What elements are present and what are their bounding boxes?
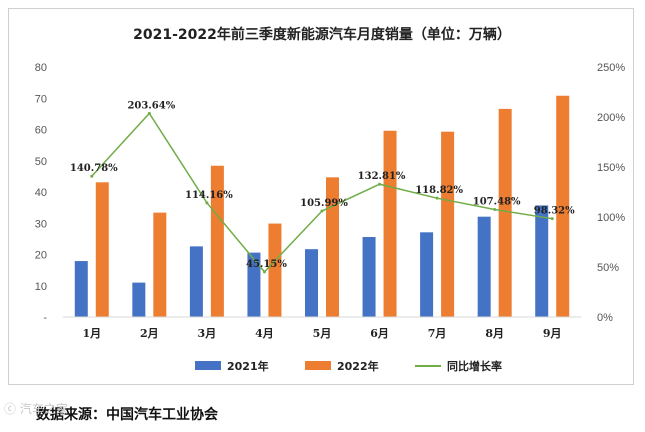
bar-2021 [247, 252, 261, 317]
growth-rate-point [262, 270, 266, 274]
growth-rate-label: 118.82% [415, 185, 463, 196]
growth-rate-label: 114.16% [185, 190, 233, 201]
growth-rate-point [90, 174, 94, 178]
y-tick-label: 50 [35, 156, 47, 168]
y-tick-label: 40 [35, 187, 47, 199]
bar-2021 [362, 237, 376, 317]
bar-2022 [153, 212, 167, 317]
growth-rate-point [147, 111, 151, 115]
watermark-icon: ⓒ [4, 402, 17, 416]
legend-2022-label: 2022年 [337, 359, 379, 373]
y-tick-label: - [43, 312, 47, 324]
y2-tick-label: 50% [597, 262, 619, 274]
data-source-note: 数据来源：中国汽车工业协会 [36, 407, 218, 423]
y-tick-label: 30 [35, 218, 47, 230]
x-tick-label: 3月 [198, 327, 217, 340]
x-tick-label: 7月 [428, 327, 447, 340]
x-tick-label: 9月 [543, 327, 562, 340]
watermark: ⓒ 汽车之家 [4, 400, 68, 417]
growth-rate-point [550, 217, 554, 221]
y-tick-label: 20 [35, 250, 47, 262]
bar-2022 [326, 177, 339, 317]
bar-2021 [74, 261, 88, 317]
x-tick-label: 2月 [140, 327, 159, 340]
growth-rate-point [493, 208, 497, 212]
bar-2021 [305, 249, 318, 317]
x-tick-label: 1月 [82, 327, 101, 340]
x-tick-label: 4月 [255, 327, 274, 340]
bar-2022 [210, 165, 224, 317]
bar-2022 [556, 95, 570, 317]
x-tick-label: 8月 [485, 327, 504, 340]
y-tick-label: 60 [35, 125, 47, 137]
bar-2021 [420, 232, 434, 317]
bar-2022 [268, 223, 282, 317]
growth-rate-point [435, 196, 439, 200]
growth-rate-label: 203.64% [127, 100, 175, 111]
x-tick-label: 5月 [313, 327, 332, 340]
growth-rate-label: 105.99% [300, 198, 348, 209]
growth-rate-point [378, 182, 382, 186]
y2-tick-label: 0% [597, 312, 613, 324]
bar-2021 [477, 216, 491, 317]
bar-2022 [383, 130, 397, 317]
legend-2021-label: 2021年 [227, 359, 269, 373]
growth-rate-point [320, 209, 324, 213]
y2-tick-label: 200% [597, 112, 625, 124]
chart-frame: 2021-2022年前三季度新能源汽车月度销量（单位：万辆） - 10 20 30 40… [8, 8, 634, 385]
y-tick-label: 70 [35, 93, 47, 105]
y-tick-label: 10 [35, 281, 47, 293]
bar-2021 [535, 205, 549, 317]
y2-tick-label: 100% [597, 212, 625, 224]
growth-rate-label: 132.81% [358, 171, 406, 182]
watermark-text: 汽车之家 [19, 402, 68, 416]
y2-tick-label: 150% [597, 162, 625, 174]
chart-title: 2021-2022年前三季度新能源汽车月度销量（单位：万辆） [133, 26, 511, 43]
x-tick-label: 6月 [370, 327, 389, 340]
legend-2022-swatch [305, 361, 331, 370]
legend-2021-swatch [195, 361, 221, 370]
bar-2021 [189, 246, 203, 317]
y-tick-label: 80 [35, 62, 47, 74]
growth-rate-label: 140.78% [70, 163, 118, 174]
y2-tick-label: 250% [597, 62, 625, 74]
legend-growth-rate-label: 同比增长率 [447, 359, 502, 373]
bar-2022 [441, 131, 455, 317]
growth-rate-point [205, 201, 209, 205]
growth-rate-label: 107.48% [473, 197, 521, 208]
growth-rate-label: 45.15% [246, 259, 287, 270]
growth-rate-label: 98.32% [534, 206, 575, 217]
bar-2022 [95, 182, 109, 317]
bar-2021 [132, 282, 146, 317]
bar-2022 [498, 108, 512, 317]
sales-chart: 2021-2022年前三季度新能源汽车月度销量（单位：万辆） - 10 20 30 40… [35, 26, 626, 373]
